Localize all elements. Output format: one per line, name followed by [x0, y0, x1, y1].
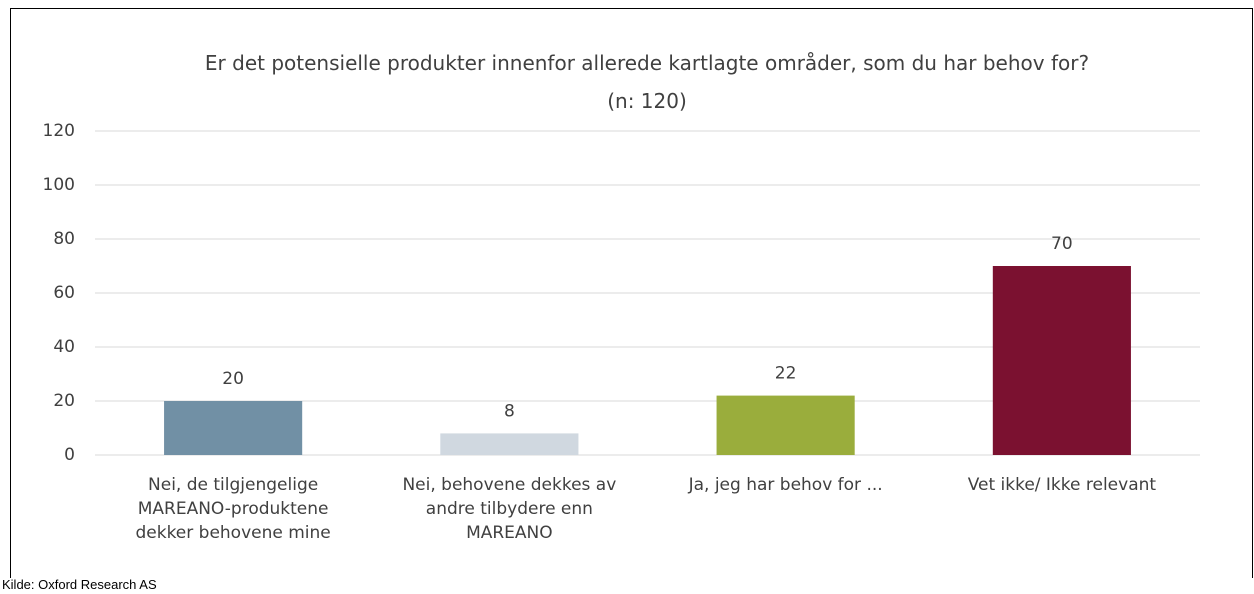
bar: [440, 433, 579, 455]
data-label: 20: [222, 369, 244, 389]
bar: [716, 395, 855, 455]
y-tick-label: 0: [64, 445, 75, 465]
y-tick-label: 20: [53, 391, 75, 411]
frame: [10, 8, 1253, 578]
data-label: 22: [775, 364, 797, 384]
y-tick-label: 100: [43, 175, 75, 195]
y-tick-label: 60: [53, 283, 75, 303]
bar: [992, 266, 1131, 455]
x-tick-label: Nei, behovene dekkes av andre tilbydere …: [402, 475, 617, 543]
chart-title: Er det potensielle produkter innenfor al…: [204, 51, 1090, 113]
x-tick-label: Nei, de tilgjengelige MAREANO-produktene…: [135, 475, 331, 543]
x-tick-label: Vet ikke/ Ikke relevant: [967, 475, 1157, 495]
y-tick-label: 120: [43, 121, 75, 141]
y-tick-label: 40: [53, 337, 75, 357]
y-tick-label: 80: [53, 229, 75, 249]
data-label: 8: [504, 401, 515, 421]
x-tick-label: Ja, jeg har behov for ...: [688, 475, 883, 495]
data-label: 70: [1051, 234, 1073, 254]
source-note: Kilde: Oxford Research AS: [2, 577, 157, 592]
bar: [164, 401, 303, 455]
